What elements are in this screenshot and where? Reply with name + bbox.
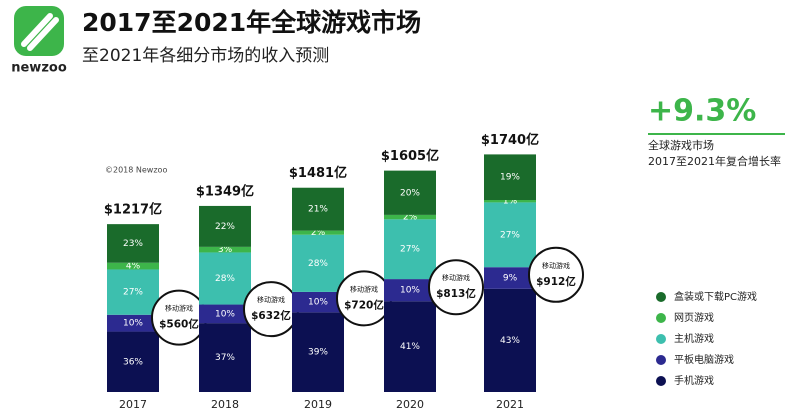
segment-label: 37% [215,353,235,363]
segment-label: 41% [400,342,420,352]
mobile-callout-title: 移动游戏 [165,304,193,313]
segment-label: 19% [500,173,520,183]
bar-segment [199,205,251,247]
bar-segment [107,269,159,315]
copyright: ©2018 Newzoo [105,166,167,175]
segment-label: 2% [403,213,418,223]
x-tick-label: 2020 [396,398,424,411]
x-tick-label: 2017 [119,398,147,411]
bar-segment [384,214,436,220]
segment-label: 23% [123,239,143,249]
bar-segment [384,219,436,280]
mobile-callout-value: $813亿 [436,287,476,300]
bar-segment [292,291,344,313]
cagr-value: +9.3% [648,94,756,129]
segment-label: 43% [500,336,520,346]
mobile-callout-value: $560亿 [159,318,199,331]
segment-label: 27% [400,245,420,255]
logo-icon [14,6,64,56]
segment-label: 10% [215,309,235,319]
bar-segment [199,304,251,324]
bar-segment [484,154,536,200]
x-tick-label: 2018 [211,398,239,411]
bar-segment [384,301,436,392]
mobile-callout [528,246,584,303]
segment-label: 2% [311,228,326,238]
bar-segment [292,187,344,231]
logo-text: newzoo [11,61,67,76]
segment-label: 39% [308,348,328,358]
cagr-line2: 2017至2021年复合增长率 [648,154,781,168]
mobile-callout-title: 移动游戏 [442,273,470,282]
bar-segment [384,170,436,215]
total-label: $1605亿 [381,148,439,164]
chart-title: 2017至2021年全球游戏市场 [82,8,421,37]
legend-swatch [656,292,666,302]
segment-label: 20% [400,188,420,198]
segment-label: 4% [126,262,141,272]
bar-segment [199,323,251,392]
legend-label: 网页游戏 [674,311,714,324]
mobile-callout-value: $632亿 [251,309,291,322]
x-tick-label: 2021 [496,398,524,411]
total-label: $1481亿 [289,165,347,181]
total-label: $1217亿 [104,202,162,218]
segment-label: 3% [218,245,233,255]
segment-label: 10% [308,298,328,308]
chart-subtitle: 至2021年各细分市场的收入预测 [82,46,329,66]
bar-segment [107,314,159,332]
segment-label: 10% [123,319,143,329]
bar-segment [484,288,536,392]
bar-segment [107,331,159,392]
bar-segment [484,267,536,289]
legend-swatch [656,376,666,386]
legend-label: 手机游戏 [674,374,714,387]
total-label: $1740亿 [481,132,539,148]
segment-label: 27% [500,230,520,240]
segment-label: 21% [308,205,328,215]
mobile-callout [151,289,207,346]
mobile-callout [243,281,299,338]
mobile-callout-value: $912亿 [536,275,576,288]
segment-label: 9% [503,274,518,284]
bar-segment [107,224,159,263]
legend-label: 主机游戏 [674,332,714,345]
mobile-callout-value: $720亿 [344,298,384,311]
legend-label: 盒装或下载PC游戏 [674,290,757,303]
mobile-callout [428,259,484,316]
legend-label: 平板电脑游戏 [674,353,734,366]
segment-label: 10% [400,286,420,296]
segment-label: 22% [215,222,235,232]
bar-segment [292,230,344,235]
legend-swatch [656,313,666,323]
bar-segment [292,312,344,392]
cagr-line1: 全球游戏市场 [648,138,714,152]
segment-label: 28% [308,259,328,269]
mobile-callout [336,270,392,327]
bar-segment [384,279,436,302]
mobile-callout-title: 移动游戏 [542,261,570,270]
bar-segment [199,252,251,305]
segment-label: 28% [215,274,235,284]
segment-label: 36% [123,357,143,367]
segment-label: 1% [503,197,518,207]
bar-segment [107,262,159,270]
bar-segment [292,234,344,292]
x-tick-label: 2019 [304,398,332,411]
legend-swatch [656,334,666,344]
bar-segment [484,200,536,203]
total-label: $1349亿 [196,183,254,199]
bar-segment [484,202,536,268]
bar-segment [199,246,251,253]
legend-swatch [656,355,666,365]
segment-label: 27% [123,288,143,298]
mobile-callout-title: 移动游戏 [257,295,285,304]
mobile-callout-title: 移动游戏 [350,284,378,293]
